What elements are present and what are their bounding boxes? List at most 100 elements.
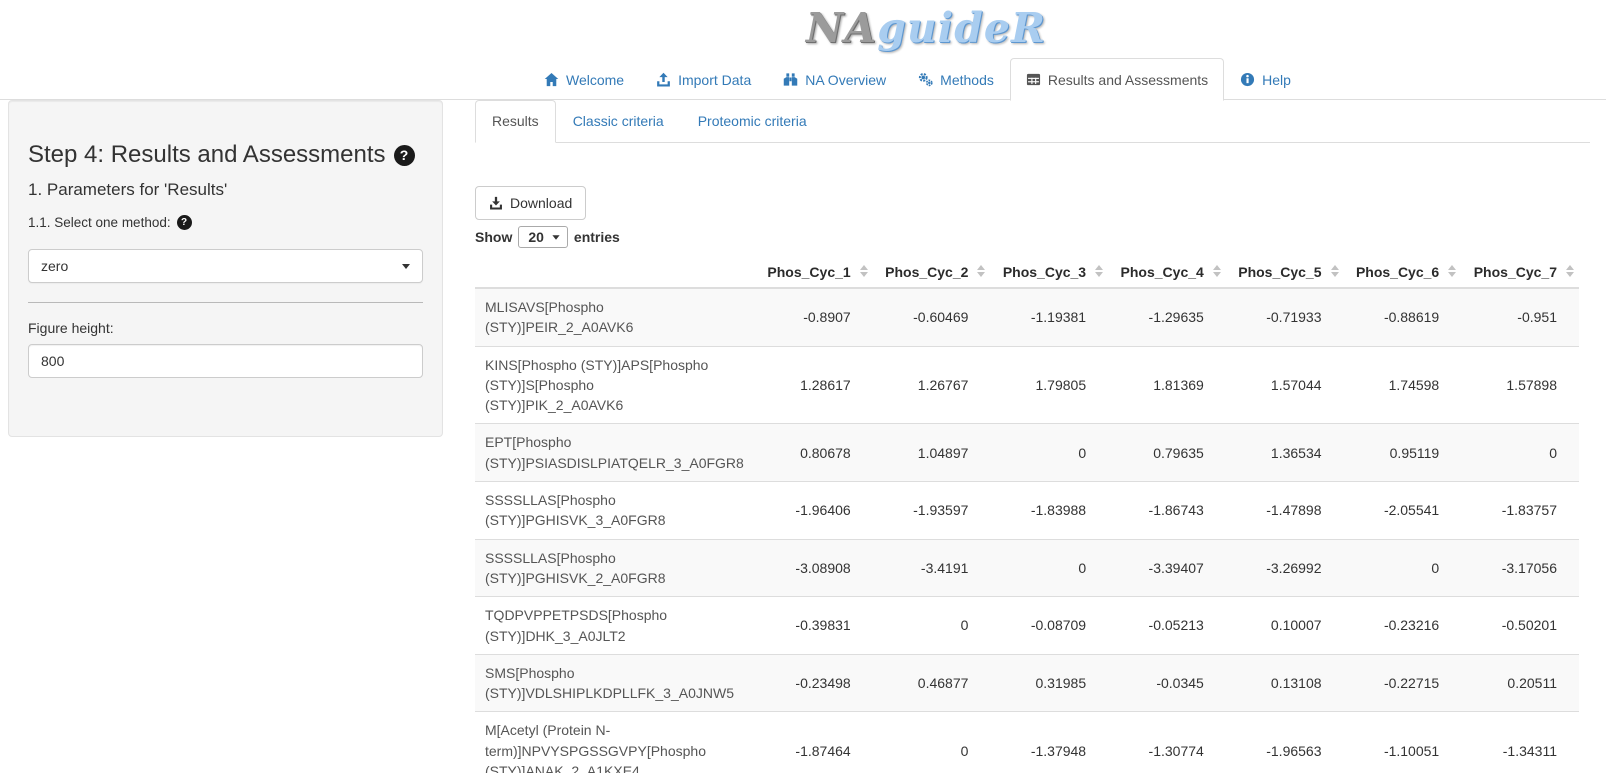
value-cell: -1.83988	[990, 481, 1109, 540]
value-cell: 1.74598	[1343, 345, 1462, 424]
column-header[interactable]: Phos_Cyc_6	[1343, 257, 1462, 289]
main-navbar: Welcome Import Data NA Overview Methods …	[0, 58, 1606, 101]
value-cell: 0.20511	[1461, 653, 1579, 712]
value-cell: 0	[990, 538, 1109, 597]
method-select-value: zero	[41, 258, 69, 274]
row-name-cell: EPT[Phospho (STY)]PSIASDISLPIATQELR_3_A0…	[475, 423, 755, 482]
value-cell: 1.36534	[1225, 423, 1344, 482]
table-row: SSSSLLAS[Phospho (STY)]PGHISVK_2_A0FGR8-…	[475, 538, 1579, 597]
value-cell: 1.57044	[1225, 345, 1344, 424]
value-cell: -1.37948	[990, 711, 1109, 773]
value-cell: 0.46877	[872, 653, 991, 712]
caret-down-icon	[552, 234, 560, 240]
table-body: MLISAVS[Phospho (STY)]PEIR_2_A0AVK6 -0.89…	[475, 288, 1579, 773]
nav-tab-na-overview[interactable]: NA Overview	[767, 58, 902, 101]
help-icon[interactable]: ?	[393, 144, 415, 166]
show-label: Show	[475, 229, 513, 245]
app-logo-na: NA	[805, 4, 878, 52]
column-header[interactable]: Phos_Cyc_1	[755, 257, 873, 289]
table-row: SMS[Phospho (STY)]VDLSHIPLKDPLLFK_3_A0JN…	[475, 653, 1579, 712]
table-icon	[1026, 72, 1041, 87]
column-header[interactable]: Phos_Cyc_4	[1108, 257, 1226, 289]
column-header-label: Phos_Cyc_2	[885, 264, 969, 280]
table-row: TQDPVPPETPSDS[Phospho (STY)]DHK_3_A0JLT2…	[475, 596, 1579, 655]
value-cell: -1.83757	[1461, 481, 1579, 540]
value-cell: -0.88619	[1383, 309, 1440, 326]
sort-icon	[859, 265, 868, 277]
main-panel: Results Classic criteria Proteomic crite…	[475, 100, 1590, 773]
table-row: M[Acetyl (Protein N-term)]NPVYSPGSSGVPY[…	[475, 711, 1579, 773]
subtab-proteomic-criteria[interactable]: Proteomic criteria	[697, 113, 807, 129]
download-button[interactable]: Download	[475, 186, 587, 220]
value-cell: -1.96406	[755, 481, 873, 540]
sort-icon	[1095, 265, 1104, 277]
nav-tab-results-and-assessments[interactable]: Results and Assessments	[1009, 58, 1225, 101]
value-cell: -2.05541	[1343, 481, 1462, 540]
nav-tab-methods[interactable]: Methods	[902, 58, 1010, 101]
value-cell: -0.951	[1517, 309, 1557, 326]
method-label-text: 1.1. Select one method:	[28, 215, 171, 230]
table-row: EPT[Phospho (STY)]PSIASDISLPIATQELR_3_A0…	[475, 423, 1579, 482]
app-logo-guider: guideR	[877, 4, 1047, 52]
value-cell: -1.34311	[1461, 711, 1579, 773]
value-cell: 1.81369	[1108, 345, 1226, 424]
value-cell: -0.23216	[1343, 596, 1462, 655]
row-name-cell: M[Acetyl (Protein N-term)]NPVYSPGSSGVPY[…	[475, 711, 755, 773]
value-cell: 1.26767	[872, 345, 991, 424]
figure-height-input[interactable]	[28, 344, 423, 378]
download-icon	[490, 196, 502, 210]
nav-tab-import-data[interactable]: Import Data	[640, 58, 767, 101]
column-header-label: Phos_Cyc_5	[1238, 264, 1322, 280]
upload-icon	[656, 72, 671, 87]
table-row: KINS[Phospho (STY)]APS[Phospho (STY)]S[P…	[475, 345, 1579, 424]
value-cell: -3.26992	[1225, 538, 1344, 597]
table-row: SSSSLLAS[Phospho (STY)]PGHISVK_3_A0FGR8-…	[475, 481, 1579, 540]
value-cell: -1.87464	[755, 711, 873, 773]
value-cell: -3.08908	[755, 538, 873, 597]
value-cell: 0	[990, 423, 1109, 482]
value-cell: -0.71933	[1266, 309, 1322, 326]
subtab-results[interactable]: Results	[475, 100, 556, 143]
value-cell: -0.39831	[755, 596, 873, 655]
value-cell: -1.30774	[1108, 711, 1226, 773]
nav-tab-label: Help	[1262, 71, 1291, 88]
parameters-section-title: 1. Parameters for 'Results'	[28, 180, 228, 199]
nav-tab-label: Results and Assessments	[1047, 71, 1209, 88]
subtab-classic-criteria[interactable]: Classic criteria	[572, 113, 664, 129]
value-cell: 1.79805	[990, 345, 1109, 424]
info-icon	[1240, 72, 1255, 87]
nav-tab-label: Import Data	[678, 71, 752, 88]
value-cell: -0.8907	[803, 309, 851, 326]
value-cell: 1.04897	[872, 423, 991, 482]
value-cell: -0.23498	[755, 653, 873, 712]
value-cell: -1.10051	[1343, 711, 1462, 773]
column-header-label: Phos_Cyc_6	[1355, 264, 1440, 280]
results-table: Phos_Cyc_1 Phos_Cyc_2 Phos_Cyc_3 Phos_Cyc_4…	[475, 257, 1579, 773]
sort-icon	[1330, 265, 1339, 277]
table-row: MLISAVS[Phospho (STY)]PEIR_2_A0AVK6 -0.89…	[475, 288, 1579, 347]
table-header-row: Phos_Cyc_1 Phos_Cyc_2 Phos_Cyc_3 Phos_Cyc_4…	[475, 257, 1579, 289]
column-header[interactable]: Phos_Cyc_2	[872, 257, 991, 289]
nav-tab-label: Welcome	[566, 71, 625, 88]
results-subtabs: Results Classic criteria Proteomic crite…	[475, 100, 1590, 143]
value-cell: 0.79635	[1108, 423, 1226, 482]
entries-label: entries	[573, 229, 620, 245]
home-icon	[544, 72, 559, 87]
column-header-label: Phos_Cyc_3	[1002, 264, 1087, 280]
nav-tab-welcome[interactable]: Welcome	[528, 58, 640, 101]
column-header[interactable]: Phos_Cyc_7	[1461, 257, 1579, 289]
value-cell: -0.22715	[1343, 653, 1462, 712]
value-cell: -1.86743	[1108, 481, 1226, 540]
gears-icon	[918, 72, 933, 87]
value-cell: -1.96563	[1225, 711, 1344, 773]
value-cell: 0.13108	[1225, 653, 1344, 712]
column-header[interactable]: Phos_Cyc_5	[1225, 257, 1344, 289]
value-cell: 0	[872, 711, 991, 773]
nav-tab-help[interactable]: Help	[1224, 58, 1307, 101]
column-header[interactable]: Phos_Cyc_3	[990, 257, 1109, 289]
value-cell: 1.28617	[755, 345, 873, 424]
help-icon[interactable]: ?	[176, 215, 192, 230]
row-name-cell: MLISAVS[Phospho (STY)]PEIR_2_A0AVK6	[485, 299, 634, 336]
method-select[interactable]: zero	[28, 249, 423, 283]
page-length-select[interactable]: 20	[518, 226, 568, 248]
